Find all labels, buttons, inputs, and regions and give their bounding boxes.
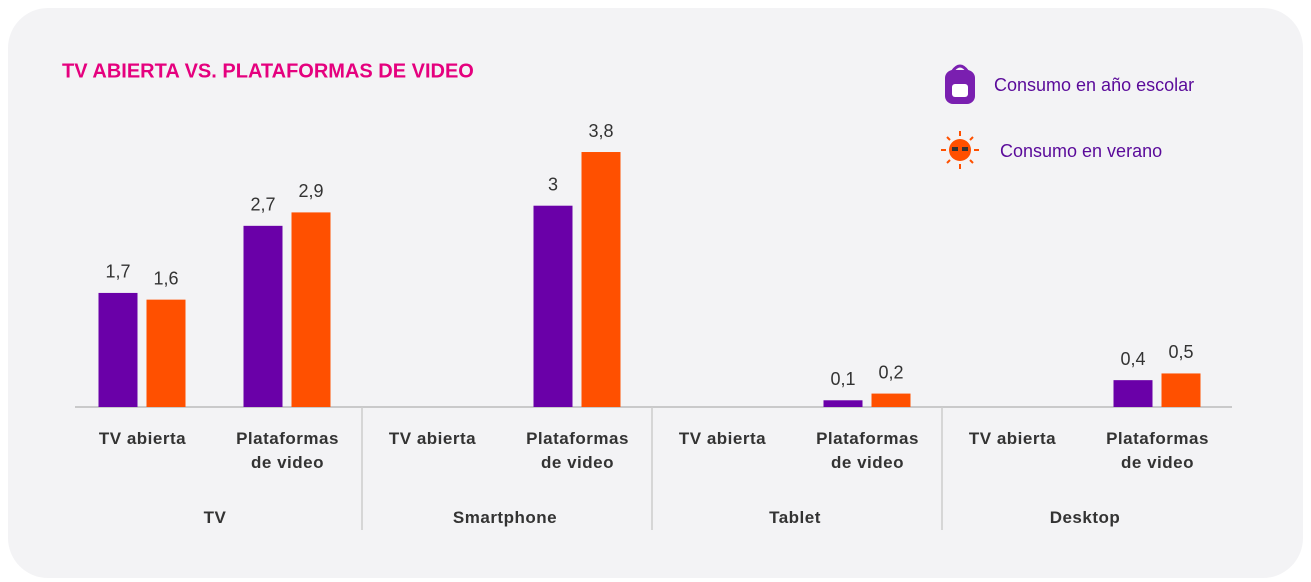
data-label: 2,9 (298, 181, 323, 201)
x-tick-label: TV abierta (678, 429, 767, 448)
bar (871, 393, 911, 407)
data-label: 0,2 (878, 362, 903, 382)
data-label: 0,5 (1168, 342, 1193, 362)
bar (533, 205, 573, 407)
bar (581, 152, 621, 407)
data-label: 0,4 (1120, 349, 1145, 369)
legend-label: Consumo en año escolar (994, 75, 1194, 95)
bar (1113, 380, 1153, 407)
x-tick-label: Plataformas de video (816, 429, 919, 472)
data-label: 3,8 (588, 121, 613, 141)
x-tick-label: TV abierta (968, 429, 1057, 448)
legend-icon-school (945, 64, 975, 104)
legend-icon-summer (941, 131, 979, 169)
data-label: 0,1 (830, 369, 855, 389)
data-label: 3 (548, 174, 558, 194)
bar (823, 400, 863, 407)
bar (1161, 373, 1201, 407)
group-label: Smartphone (452, 508, 558, 527)
card (8, 8, 1303, 578)
chart-title: TV ABIERTA VS. PLATAFORMAS DE VIDEO (62, 60, 474, 82)
bar (98, 292, 138, 407)
group-label: TV (203, 508, 227, 527)
x-tick-label: TV abierta (98, 429, 187, 448)
group-label: Desktop (1049, 508, 1121, 527)
x-tick-label: TV abierta (388, 429, 477, 448)
data-label: 1,6 (153, 268, 178, 288)
x-tick-label: Plataformas de video (526, 429, 629, 472)
x-tick-label: Plataformas de video (1106, 429, 1209, 472)
data-label: 2,7 (250, 195, 275, 215)
legend-label: Consumo en verano (1000, 141, 1162, 161)
bar (291, 212, 331, 407)
x-tick-label: Plataformas de video (236, 429, 339, 472)
bar (146, 299, 186, 407)
bar (243, 225, 283, 407)
group-label: Tablet (769, 508, 821, 527)
data-label: 1,7 (105, 262, 130, 282)
